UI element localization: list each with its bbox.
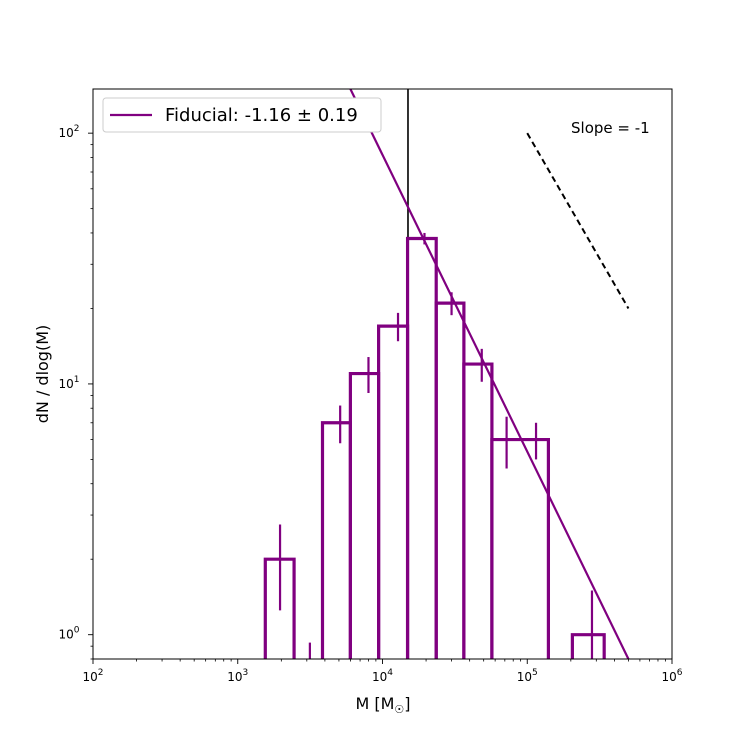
histogram-bin [490, 437, 551, 659]
histogram-layer [263, 236, 606, 659]
y-axis-label: dN / dlog(M) [33, 325, 52, 424]
y-tick-label: 102 [58, 124, 79, 140]
x-tick-label: 105 [517, 668, 538, 684]
legend: Fiducial: -1.16 ± 0.19 [102, 97, 382, 133]
fit-line [349, 88, 630, 660]
legend-label: Fiducial: -1.16 ± 0.19 [165, 105, 358, 126]
y-axis-ticks: 100 101 102 [58, 124, 93, 660]
x-tick-label: 103 [227, 668, 248, 684]
error-bar-layer [278, 232, 594, 659]
x-tick-label: 102 [82, 668, 103, 684]
y-tick-label: 101 [58, 375, 79, 391]
slope-reference-line [526, 132, 630, 309]
sun-symbol: ☉ [394, 703, 404, 716]
reference-line-layer [526, 132, 630, 309]
slope-annotation: Slope = -1 [571, 119, 650, 137]
fit-line-layer [349, 88, 630, 660]
x-axis-label: M [M☉] [355, 694, 410, 716]
y-tick-label: 100 [58, 626, 79, 642]
x-tick-label: 104 [372, 668, 393, 684]
legend-box [102, 97, 382, 133]
histogram-bin [570, 633, 606, 659]
x-axis-ticks: 102 103 104 105 106 [82, 659, 683, 684]
x-tick-label: 106 [661, 668, 682, 684]
